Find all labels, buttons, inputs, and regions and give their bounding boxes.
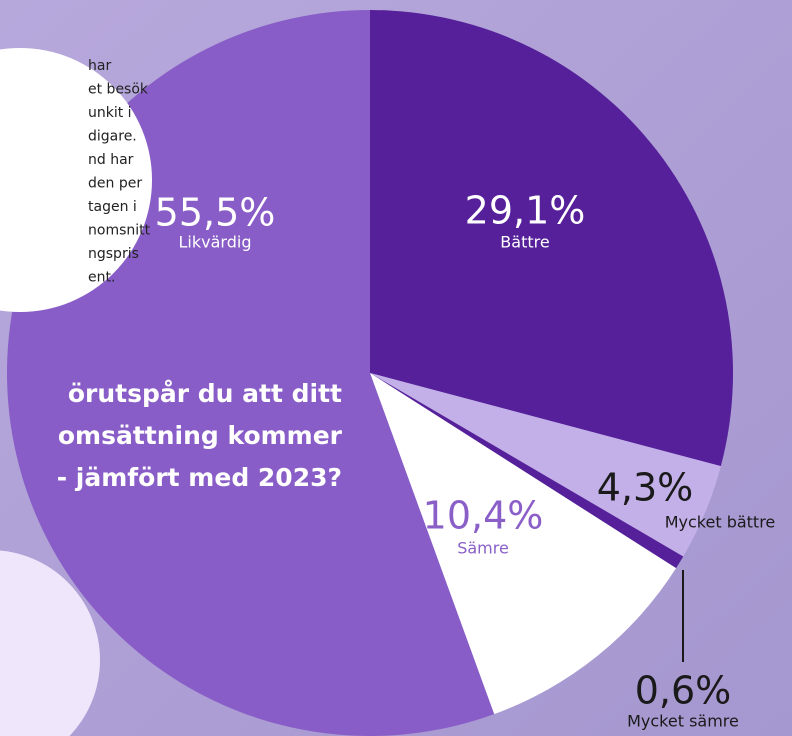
category-label: Mycket sämre (627, 712, 739, 731)
category-label: Sämre (457, 539, 509, 558)
note-line: nomsnitt (88, 223, 151, 239)
note-line: ent. (88, 270, 115, 286)
slice (370, 373, 684, 569)
value-label: 55,5% (155, 191, 276, 235)
value-label: 4,3% (597, 466, 694, 510)
note-line: tagen i (88, 199, 137, 215)
decor-bubble (0, 550, 100, 736)
question-line: omsättning kommer (58, 421, 343, 450)
category-label: Bättre (500, 233, 549, 252)
note-line: digare. (88, 129, 137, 145)
note-bubble (0, 48, 152, 312)
question-line: örutspår du att ditt (68, 379, 342, 408)
labels: 29,1%Bättre 4,3% Mycket bättre 0,6%Mycket s… (57, 58, 776, 731)
slice (370, 373, 677, 715)
category-label: Mycket bättre (665, 513, 776, 532)
note-line: den per (88, 176, 142, 192)
note-line: har (88, 58, 111, 74)
note-line: unkit i (88, 105, 132, 121)
category-label: Likvärdig (179, 233, 252, 252)
question-line: - jämfört med 2023? (57, 463, 342, 492)
slice (370, 10, 734, 467)
value-label: 10,4% (423, 494, 544, 538)
slice (370, 373, 721, 557)
value-label: 0,6% (635, 669, 732, 713)
note-line: ngspris (88, 246, 139, 262)
note-line: nd har (88, 152, 134, 168)
value-label: 29,1% (465, 189, 586, 233)
note-line: et besök (88, 82, 149, 98)
